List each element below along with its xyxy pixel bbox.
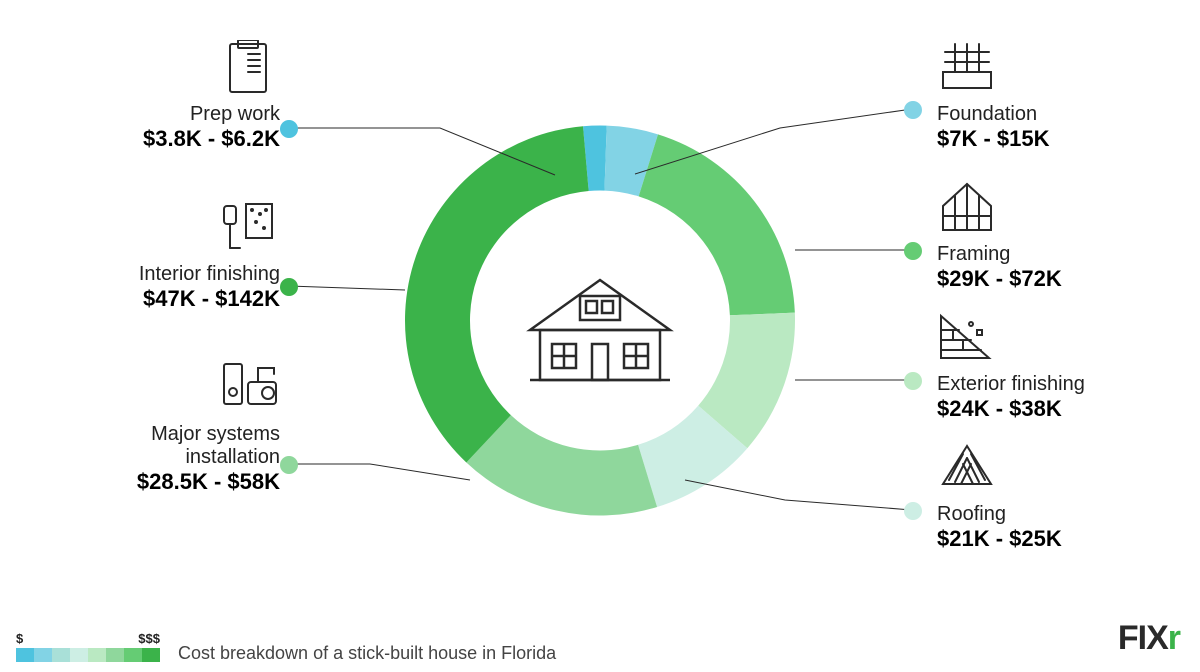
dot-roofing — [904, 502, 922, 520]
dot-interior — [280, 278, 298, 296]
label-name: Major systems installation — [90, 423, 280, 469]
label-prep: Prep work$3.8K - $6.2K — [90, 40, 280, 152]
label-exterior: Exterior finishing$24K - $38K — [937, 310, 1085, 422]
systems-icon — [220, 360, 280, 419]
dot-found — [904, 101, 922, 119]
fixr-logo: FIXr — [1118, 619, 1180, 658]
prep-icon — [220, 40, 280, 99]
label-range: $28.5K - $58K — [137, 469, 280, 495]
label-range: $3.8K - $6.2K — [143, 126, 280, 152]
label-name: Framing — [937, 243, 1010, 266]
label-name: Interior finishing — [139, 263, 280, 286]
found-icon — [937, 40, 997, 99]
label-range: $21K - $25K — [937, 526, 1062, 552]
label-range: $29K - $72K — [937, 266, 1062, 292]
exterior-icon — [937, 310, 997, 369]
roofing-icon — [937, 440, 997, 499]
label-found: Foundation$7K - $15K — [937, 40, 1050, 152]
house-icon — [520, 260, 680, 390]
logo-part1: FIX — [1118, 619, 1168, 657]
label-range: $7K - $15K — [937, 126, 1050, 152]
label-name: Prep work — [190, 103, 280, 126]
dot-prep — [280, 120, 298, 138]
scale-low: $ — [16, 631, 23, 646]
cost-scale: $ $$$ — [16, 631, 160, 662]
label-range: $24K - $38K — [937, 396, 1062, 422]
label-range: $47K - $142K — [143, 286, 280, 312]
label-systems: Major systems installation$28.5K - $58K — [90, 360, 280, 495]
framing-icon — [937, 180, 997, 239]
interior-icon — [220, 200, 280, 259]
dot-exterior — [904, 372, 922, 390]
label-name: Exterior finishing — [937, 373, 1085, 396]
dot-framing — [904, 242, 922, 260]
label-name: Roofing — [937, 503, 1006, 526]
caption: Cost breakdown of a stick-built house in… — [178, 643, 556, 664]
label-roofing: Roofing$21K - $25K — [937, 440, 1062, 552]
scale-high: $$$ — [138, 631, 160, 646]
logo-part2: r — [1168, 619, 1180, 657]
footer: $ $$$ Cost breakdown of a stick-built ho… — [16, 631, 556, 662]
label-name: Foundation — [937, 103, 1037, 126]
label-framing: Framing$29K - $72K — [937, 180, 1062, 292]
dot-systems — [280, 456, 298, 474]
label-interior: Interior finishing$47K - $142K — [90, 200, 280, 312]
